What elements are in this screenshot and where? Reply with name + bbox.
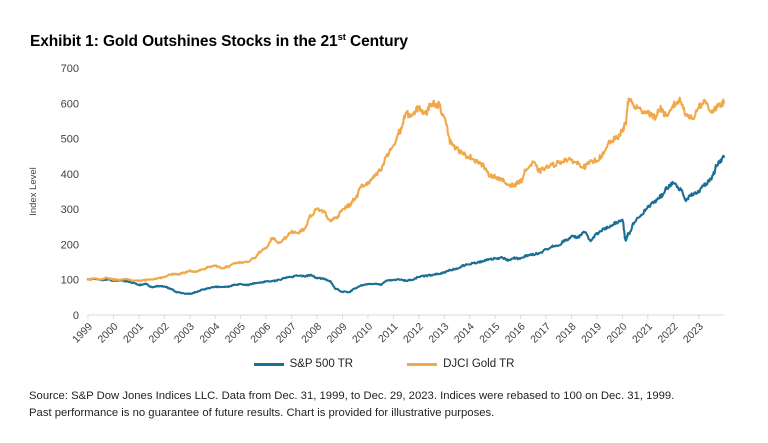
y-tick-label: 400 — [61, 169, 79, 181]
footnote-line-1: Source: S&P Dow Jones Indices LLC. Data … — [29, 390, 675, 402]
source-footnote: Source: S&P Dow Jones Indices LLC. Data … — [29, 388, 749, 421]
x-tick-label: 2012 — [401, 321, 426, 346]
x-tick-label: 2001 — [121, 321, 146, 346]
y-tick-label: 200 — [61, 239, 79, 251]
x-tick-label: 2019 — [579, 321, 604, 346]
legend-swatch-sp500 — [253, 362, 284, 366]
x-tick-label: 2022 — [655, 321, 680, 346]
page-title: Exhibit 1: Gold Outshines Stocks in the … — [30, 33, 408, 51]
legend-item-sp500[interactable]: S&P 500 TR — [253, 358, 354, 370]
y-axis-title-text: Index Level — [28, 167, 39, 216]
title-superscript: st — [337, 31, 346, 43]
x-tick-label: 2020 — [605, 321, 630, 346]
y-tick-label: 500 — [61, 134, 79, 146]
legend-swatch-gold — [407, 362, 438, 366]
footnote-line-2: Past performance is no guarantee of futu… — [29, 406, 495, 419]
x-tick-label: 2003 — [172, 321, 197, 346]
x-tick-label: 2016 — [503, 321, 528, 346]
series-line-sp500 — [86, 154, 726, 296]
x-tick-label: 2011 — [376, 321, 401, 346]
legend-label-sp500: S&P 500 TR — [289, 358, 354, 370]
legend-item-gold[interactable]: DJCI Gold TR — [407, 358, 514, 370]
chart-plot-area: 0 100 200 300 400 500 600 700 Index Level 1999 2… — [0, 55, 768, 355]
x-tick-label: 2002 — [146, 321, 171, 346]
x-tick-label: 2014 — [452, 321, 477, 346]
x-tick-label: 2017 — [528, 321, 553, 346]
legend-label-gold: DJCI Gold TR — [443, 358, 515, 370]
x-tick-label: 2015 — [477, 321, 502, 346]
title-prefix: Exhibit 1: Gold Outshines Stocks in the … — [30, 33, 338, 50]
x-tick-label: 2004 — [197, 321, 222, 346]
title-suffix: Century — [345, 33, 408, 50]
x-tick-label: 2006 — [248, 321, 273, 346]
x-axis: 1999 2000 2001 2002 2003 2004 2005 2006 2007 2008… — [70, 314, 724, 346]
x-tick-label: 2013 — [426, 321, 451, 346]
x-tick-label: 2005 — [223, 321, 248, 346]
y-tick-label: 700 — [61, 63, 79, 75]
chart-legend: S&P 500 TR DJCI Gold TR — [0, 358, 768, 370]
x-tick-label: 2023 — [681, 321, 706, 346]
x-tick-label: 2018 — [554, 321, 579, 346]
x-tick-label: 2000 — [96, 321, 121, 346]
x-tick-label: 1999 — [70, 321, 95, 346]
x-tick-label: 2008 — [299, 321, 324, 346]
data-series-group — [86, 96, 726, 296]
y-axis-ticks: 0 100 200 300 400 500 600 700 — [61, 63, 79, 322]
y-tick-label: 600 — [61, 98, 79, 110]
y-tick-label: 300 — [61, 204, 79, 216]
y-tick-label: 100 — [61, 275, 79, 287]
y-axis-title: Index Level — [28, 167, 39, 216]
x-tick-label: 2010 — [350, 321, 375, 346]
x-tick-label: 2009 — [325, 321, 350, 346]
series-line-gold — [86, 96, 726, 283]
y-tick-label: 0 — [73, 310, 79, 322]
x-tick-label: 2021 — [630, 321, 655, 346]
x-tick-label: 2007 — [274, 321, 299, 346]
